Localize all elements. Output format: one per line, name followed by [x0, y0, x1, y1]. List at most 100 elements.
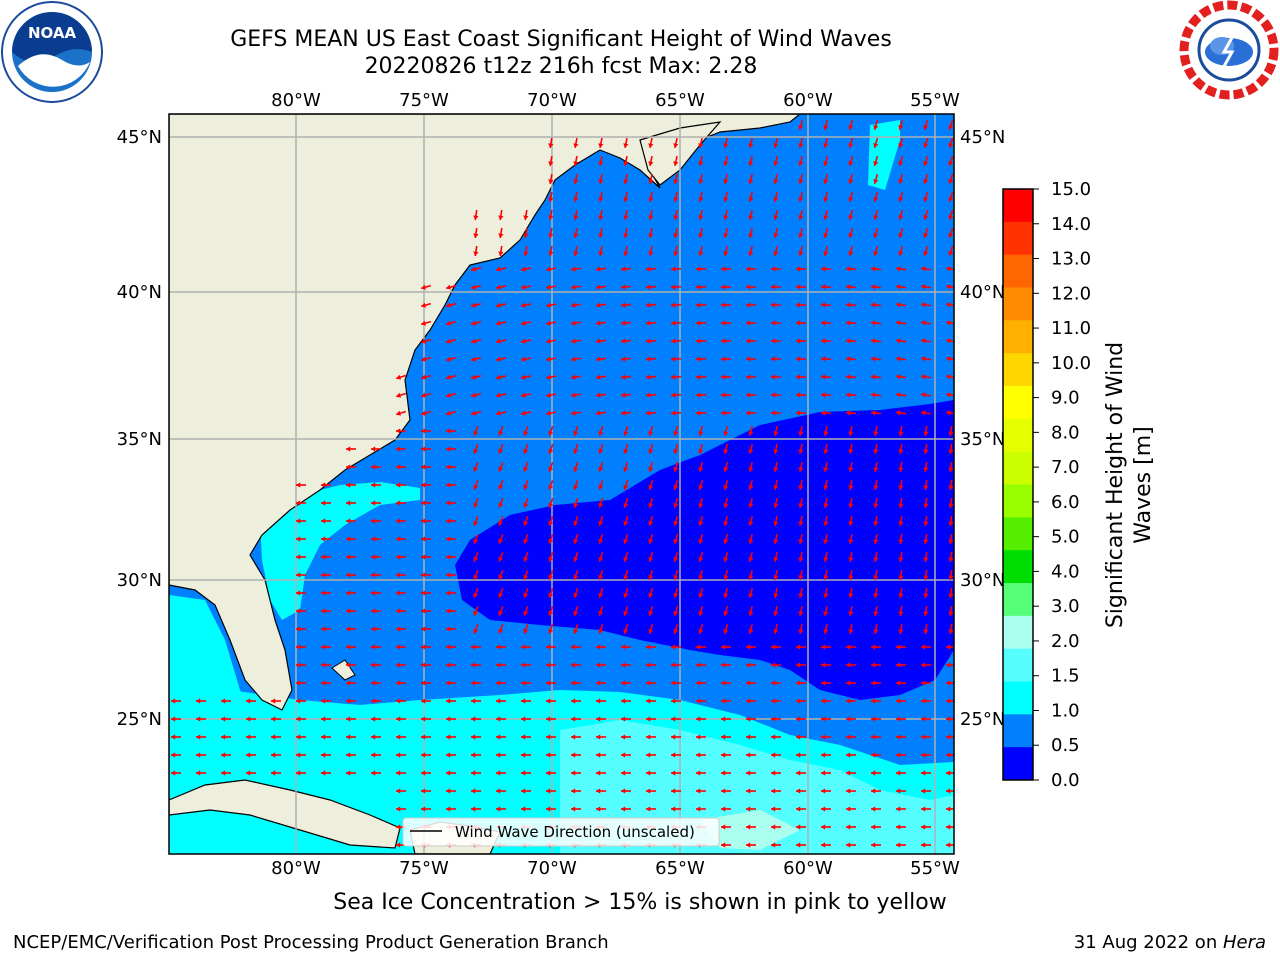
wind-wave-arrowhead — [546, 644, 551, 650]
wind-wave-arrowhead — [521, 374, 526, 380]
wind-wave-arrowhead — [771, 752, 776, 758]
wind-wave-arrowhead — [671, 770, 676, 776]
colorbar-tick-label: 7.0 — [1051, 457, 1080, 478]
colorbar-segment — [1003, 189, 1033, 223]
wind-wave-arrowhead — [548, 628, 554, 634]
wind-wave-arrowhead — [746, 734, 751, 740]
wind-wave-arrowhead — [596, 752, 601, 758]
wind-wave-arrowhead — [571, 320, 576, 326]
wind-wave-arrowhead — [898, 250, 904, 256]
wind-wave-arrowhead — [773, 611, 779, 616]
wind-wave-arrowhead — [596, 284, 601, 290]
wind-wave-arrowhead — [496, 302, 501, 308]
wind-wave-arrowhead — [171, 770, 176, 776]
wind-wave-arrowhead — [773, 143, 779, 148]
wind-wave-arrowhead — [646, 662, 651, 668]
wind-wave-arrowhead — [846, 788, 851, 794]
wind-wave-arrowhead — [321, 698, 326, 704]
wind-wave-arrowhead — [748, 179, 754, 184]
wind-wave-arrowhead — [848, 557, 854, 562]
wind-wave-arrowhead — [523, 574, 529, 580]
wind-wave-arrowhead — [848, 503, 854, 508]
colorbar-tick-label: 2.0 — [1051, 631, 1080, 652]
wind-wave-arrowhead — [921, 284, 926, 290]
wind-wave-arrowhead — [871, 392, 876, 398]
colorbar-segment — [1003, 517, 1033, 551]
wind-wave-arrowhead — [946, 734, 951, 740]
wind-wave-arrowhead — [721, 302, 726, 308]
wind-wave-arrowhead — [623, 538, 629, 544]
wind-wave-arrowhead — [396, 428, 401, 434]
wind-wave-arrowhead — [396, 392, 402, 398]
wind-wave-arrowhead — [823, 521, 829, 526]
wind-wave-arrowhead — [773, 521, 779, 526]
colorbar-segment — [1003, 583, 1033, 617]
wind-wave-arrowhead — [598, 466, 604, 472]
wind-wave-arrowhead — [771, 788, 776, 794]
wind-wave-arrowhead — [571, 716, 576, 722]
wind-wave-arrowhead — [471, 302, 476, 308]
wind-wave-arrowhead — [571, 788, 576, 794]
wind-wave-arrowhead — [473, 538, 479, 544]
wind-wave-arrowhead — [498, 520, 504, 526]
wind-wave-arrowhead — [771, 770, 776, 776]
wind-wave-arrowhead — [923, 250, 929, 256]
wind-wave-arrowhead — [598, 484, 604, 490]
wind-wave-arrowhead — [496, 374, 501, 380]
wind-wave-arrowhead — [573, 179, 579, 184]
colorbar — [1003, 189, 1033, 781]
wind-wave-arrowhead — [946, 770, 951, 776]
wind-wave-arrowhead — [221, 770, 226, 776]
wind-wave-arrowhead — [671, 320, 676, 326]
wind-wave-arrowhead — [571, 806, 576, 812]
wind-wave-arrowhead — [871, 266, 876, 272]
wind-wave-arrowhead — [821, 698, 826, 704]
wind-wave-arrowhead — [946, 392, 951, 398]
wind-wave-arrowhead — [846, 338, 851, 344]
wind-wave-arrowhead — [821, 824, 826, 830]
wind-wave-arrowhead — [821, 410, 826, 416]
wind-wave-arrowhead — [321, 626, 326, 632]
wind-wave-arrowhead — [621, 788, 626, 794]
wind-wave-arrowhead — [696, 788, 701, 794]
wind-wave-arrowhead — [571, 644, 576, 650]
wind-wave-arrowhead — [421, 320, 426, 326]
wind-wave-arrowhead — [771, 266, 776, 272]
wind-wave-arrowhead — [798, 503, 804, 508]
wind-wave-arrowhead — [346, 716, 351, 722]
colorbar-segment — [1003, 747, 1033, 781]
wind-wave-arrowhead — [473, 574, 479, 580]
wind-wave-arrowhead — [621, 680, 626, 686]
wind-wave-arrowhead — [371, 644, 376, 650]
wind-wave-arrowhead — [896, 284, 901, 290]
wind-wave-arrowhead — [673, 251, 679, 256]
wind-wave-arrowhead — [521, 680, 526, 686]
wind-wave-arrowhead — [496, 806, 501, 812]
wind-wave-arrowhead — [871, 752, 876, 758]
wind-wave-arrowhead — [721, 320, 726, 326]
wind-wave-arrowhead — [521, 770, 526, 776]
wind-wave-arrowhead — [848, 161, 854, 166]
wind-wave-arrowhead — [846, 266, 851, 272]
wind-wave-arrowhead — [446, 338, 451, 344]
wind-wave-arrowhead — [546, 410, 551, 416]
wind-wave-arrowhead — [523, 592, 529, 598]
wind-wave-arrowhead — [573, 251, 579, 256]
wind-wave-arrowhead — [646, 698, 651, 704]
wind-wave-arrowhead — [221, 716, 226, 722]
wind-wave-arrowhead — [571, 374, 576, 380]
wind-wave-arrowhead — [846, 734, 851, 740]
wind-wave-arrowhead — [771, 302, 776, 308]
wind-wave-arrowhead — [296, 770, 301, 776]
wind-wave-arrowhead — [946, 356, 951, 362]
colorbar-segment — [1003, 386, 1033, 420]
wind-wave-arrowhead — [573, 143, 579, 148]
wind-wave-arrowhead — [723, 197, 729, 202]
wind-wave-arrowhead — [823, 575, 829, 580]
wind-wave-arrowhead — [498, 610, 504, 616]
wind-wave-arrowhead — [546, 770, 551, 776]
wind-wave-arrowhead — [671, 338, 676, 344]
wind-wave-arrowhead — [771, 806, 776, 812]
wind-wave-arrowhead — [648, 233, 654, 238]
wind-wave-arrowhead — [396, 482, 401, 488]
